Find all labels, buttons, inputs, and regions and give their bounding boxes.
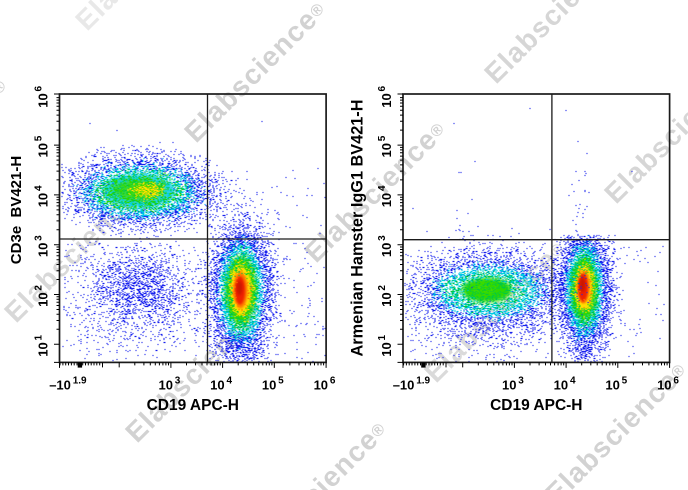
svg-text:CD19 APC-H: CD19 APC-H	[147, 397, 239, 414]
svg-text:CD3e BV421-H: CD3e BV421-H	[8, 156, 25, 264]
svg-text:Armenian Hamster IgG1 BV421-H: Armenian Hamster IgG1 BV421-H	[349, 100, 367, 357]
svg-text:CD19 APC-H: CD19 APC-H	[490, 397, 582, 414]
